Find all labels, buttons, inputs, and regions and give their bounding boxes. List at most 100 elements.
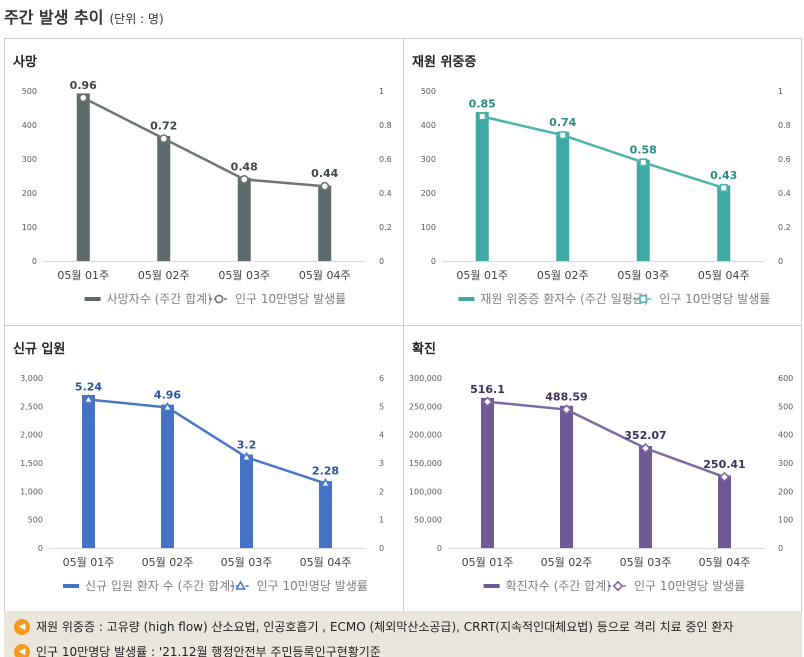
data-label: 0.74 <box>549 116 576 129</box>
y-left-tick-label: 100 <box>421 223 436 232</box>
rate-marker <box>78 93 88 103</box>
y-left-tick-label: 1,000 <box>20 487 43 496</box>
bar <box>76 93 90 261</box>
y-left-tick-label: 0 <box>437 544 442 553</box>
chart-panel-severe: 0 100 200 300 400 500 0 0.2 0.4 0.6 0.8 1 05월 01주 05월… <box>404 39 802 325</box>
x-tick-label: 05월 02주 <box>138 269 190 282</box>
y-right-tick-label: 600 <box>778 374 793 383</box>
y-right-tick-label: 200 <box>778 487 793 496</box>
y-right-tick-label: 1 <box>379 87 384 96</box>
legend-swatch-bar <box>483 584 500 588</box>
y-left-tick-label: 1,500 <box>20 459 43 468</box>
y-right-tick-label: 0.2 <box>379 223 392 232</box>
bar-series <box>82 395 332 548</box>
x-tick-label: 05월 01주 <box>462 556 514 569</box>
x-tick-label: 05월 03주 <box>620 556 672 569</box>
y-left-tick-label: 0 <box>431 257 436 266</box>
bar <box>718 475 731 548</box>
note-text: 재원 위중증 : 고유량 (high flow) 산소요법, 인공호흡기 , E… <box>36 620 734 634</box>
bar <box>240 454 253 548</box>
x-tick-label: 05월 01주 <box>57 269 109 282</box>
bar <box>560 405 573 548</box>
rate-series: 0.85 0.74 0.58 0.43 <box>469 98 737 192</box>
y-right-tick-label: 1 <box>778 87 783 96</box>
y-right-tick-label: 0.8 <box>778 121 791 130</box>
y-left-tick-label: 200,000 <box>409 431 442 440</box>
y-left-tick-label: 150,000 <box>409 459 442 468</box>
y-left-tick-label: 100 <box>22 223 37 232</box>
data-label: 250.41 <box>703 458 745 471</box>
rate-marker <box>83 393 94 404</box>
bar-series <box>76 93 332 261</box>
y-left-tick-label: 2,500 <box>20 402 43 411</box>
y-left-tick-label: 200 <box>22 189 37 198</box>
legend-label: 인구 10만명당 발생률 <box>634 579 745 593</box>
rate-marker <box>640 442 651 454</box>
y-left-tick-label: 100,000 <box>409 487 442 496</box>
rate-marker <box>561 404 572 415</box>
rate-marker <box>478 112 487 121</box>
page-header: 주간 발생 추이 (단위 : 명) <box>4 4 164 30</box>
data-label: 0.48 <box>231 160 258 173</box>
chart-title: 신규 입원 <box>13 342 66 357</box>
y-right-tick-label: 0 <box>778 257 783 266</box>
unit-label: (단위 : 명) <box>109 12 164 26</box>
y-right-tick-label: 5 <box>379 402 384 411</box>
y-left-tick-label: 300,000 <box>409 374 442 383</box>
chart-title: 확진 <box>412 342 436 357</box>
legend: 재원 위중증 환자수 (주간 일평균) 인구 10만명당 발생률 <box>458 292 770 306</box>
admissions-chart: 0 500 1,000 1,500 2,000 2,500 3,000 0 1 2 3 4 5 6 05월 … <box>20 374 384 593</box>
y-left-tick-label: 400 <box>421 121 436 130</box>
y-left-tick-label: 500 <box>22 87 37 96</box>
rate-marker <box>482 396 493 408</box>
y-right-tick-label: 1 <box>379 516 384 525</box>
data-label: 4.96 <box>154 388 181 401</box>
legend-swatch-bar <box>63 584 79 588</box>
y-left-tick-label: 3,000 <box>20 374 43 383</box>
legend-label: 확진자수 (주간 합계) <box>506 579 611 593</box>
x-tick-label: 05월 04주 <box>699 556 751 569</box>
y-left-tick-label: 250,000 <box>409 402 442 411</box>
bar <box>639 446 652 548</box>
x-tick-label: 05월 04주 <box>299 269 351 282</box>
y-right-tick-label: 100 <box>778 516 793 525</box>
notes-bar: ◀ 재원 위중증 : 고유량 (high flow) 산소요법, 인공호흡기 ,… <box>4 611 802 657</box>
data-label: 0.43 <box>710 169 737 182</box>
bar <box>717 185 731 261</box>
bar-series <box>481 397 731 548</box>
data-label: 488.59 <box>545 391 587 404</box>
y-right-tick-label: 2 <box>379 487 384 496</box>
x-tick-label: 05월 03주 <box>617 269 669 282</box>
x-tick-label: 05월 02주 <box>537 269 589 282</box>
rate-line <box>88 398 326 485</box>
data-label: 3.2 <box>237 438 257 451</box>
chart-title: 사망 <box>13 55 37 70</box>
y-right-tick-label: 0 <box>778 544 783 553</box>
rate-marker <box>639 294 648 303</box>
rate-line <box>82 96 325 188</box>
rate-series: 516.1 488.59 352.07 250.41 <box>470 383 746 483</box>
y-left-tick-label: 500 <box>421 87 436 96</box>
y-right-tick-label: 0.6 <box>778 155 791 164</box>
x-tick-label: 05월 04주 <box>698 269 750 282</box>
y-right-tick-label: 0 <box>379 544 384 553</box>
legend-swatch-bar <box>84 297 101 301</box>
speaker-icon: ◀ <box>14 643 30 657</box>
data-label: 0.85 <box>469 98 496 111</box>
data-label: 0.72 <box>150 120 177 133</box>
y-left-tick-label: 500 <box>28 516 43 525</box>
y-left-tick-label: 2,000 <box>20 431 43 440</box>
axes: 0 50,000 100,000 150,000 200,000 250,000 300,0… <box>409 374 793 569</box>
data-label: 352.07 <box>624 429 666 442</box>
rate-marker <box>719 471 730 483</box>
axes: 0 100 200 300 400 500 0 0.2 0.4 0.6 0.8 1 05월 01주 05월… <box>22 87 392 282</box>
legend-label: 인구 10만명당 발생률 <box>257 579 368 593</box>
deaths-chart: 0 100 200 300 400 500 0 0.2 0.4 0.6 0.8 1 05월 01주 05월… <box>22 79 392 306</box>
rate-marker <box>235 580 246 590</box>
y-right-tick-label: 300 <box>778 459 793 468</box>
y-right-tick-label: 0.4 <box>379 189 392 198</box>
y-left-tick-label: 200 <box>421 189 436 198</box>
rate-marker <box>558 131 567 140</box>
data-label: 0.96 <box>70 79 97 92</box>
y-left-tick-label: 300 <box>421 155 436 164</box>
